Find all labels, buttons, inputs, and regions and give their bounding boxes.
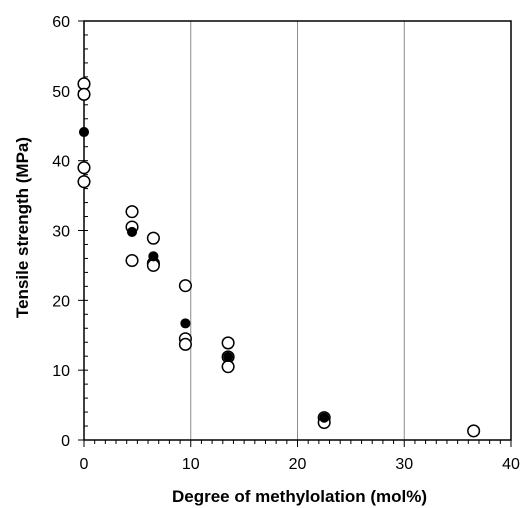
- filled-data-point: [319, 412, 330, 423]
- filled-data-point: [126, 226, 138, 237]
- y-tick-label: 20: [52, 293, 70, 310]
- data-points: [77, 77, 481, 438]
- open-data-point: [77, 175, 91, 189]
- open-data-point: [178, 337, 192, 351]
- open-data-point: [125, 205, 139, 219]
- open-data-point: [221, 360, 235, 374]
- open-data-point: [77, 87, 91, 101]
- y-tick-label: 10: [52, 363, 70, 380]
- filled-data-point: [78, 126, 90, 138]
- tick-labels: 0 10 20 30 40 0 10 20 30 40 50 60: [52, 14, 520, 473]
- open-data-point: [146, 231, 160, 245]
- y-tick-label: 30: [52, 224, 70, 241]
- filled-data-point: [148, 251, 159, 262]
- filled-data-point: [180, 318, 191, 329]
- x-tick-label: 10: [182, 456, 200, 473]
- y-tick-label: 60: [52, 14, 70, 31]
- x-axis-title: Degree of methylolation (mol%): [172, 487, 427, 506]
- y-tick-label: 40: [52, 154, 70, 171]
- grid-lines: [190, 21, 405, 440]
- open-data-point: [467, 424, 481, 438]
- x-tick-label: 20: [289, 456, 307, 473]
- x-tick-label: 0: [80, 456, 89, 473]
- x-tick-label: 30: [395, 456, 413, 473]
- open-data-point: [77, 161, 91, 175]
- open-data-point: [178, 279, 192, 293]
- open-data-point: [125, 253, 139, 268]
- open-data-point: [221, 336, 235, 350]
- y-tick-label: 50: [52, 84, 70, 101]
- axis-ticks: [78, 20, 512, 447]
- y-tick-label: 0: [61, 433, 70, 450]
- x-tick-label: 40: [502, 456, 520, 473]
- filled-data-point: [223, 351, 234, 362]
- y-axis-title: Tensile strength (MPa): [13, 137, 32, 318]
